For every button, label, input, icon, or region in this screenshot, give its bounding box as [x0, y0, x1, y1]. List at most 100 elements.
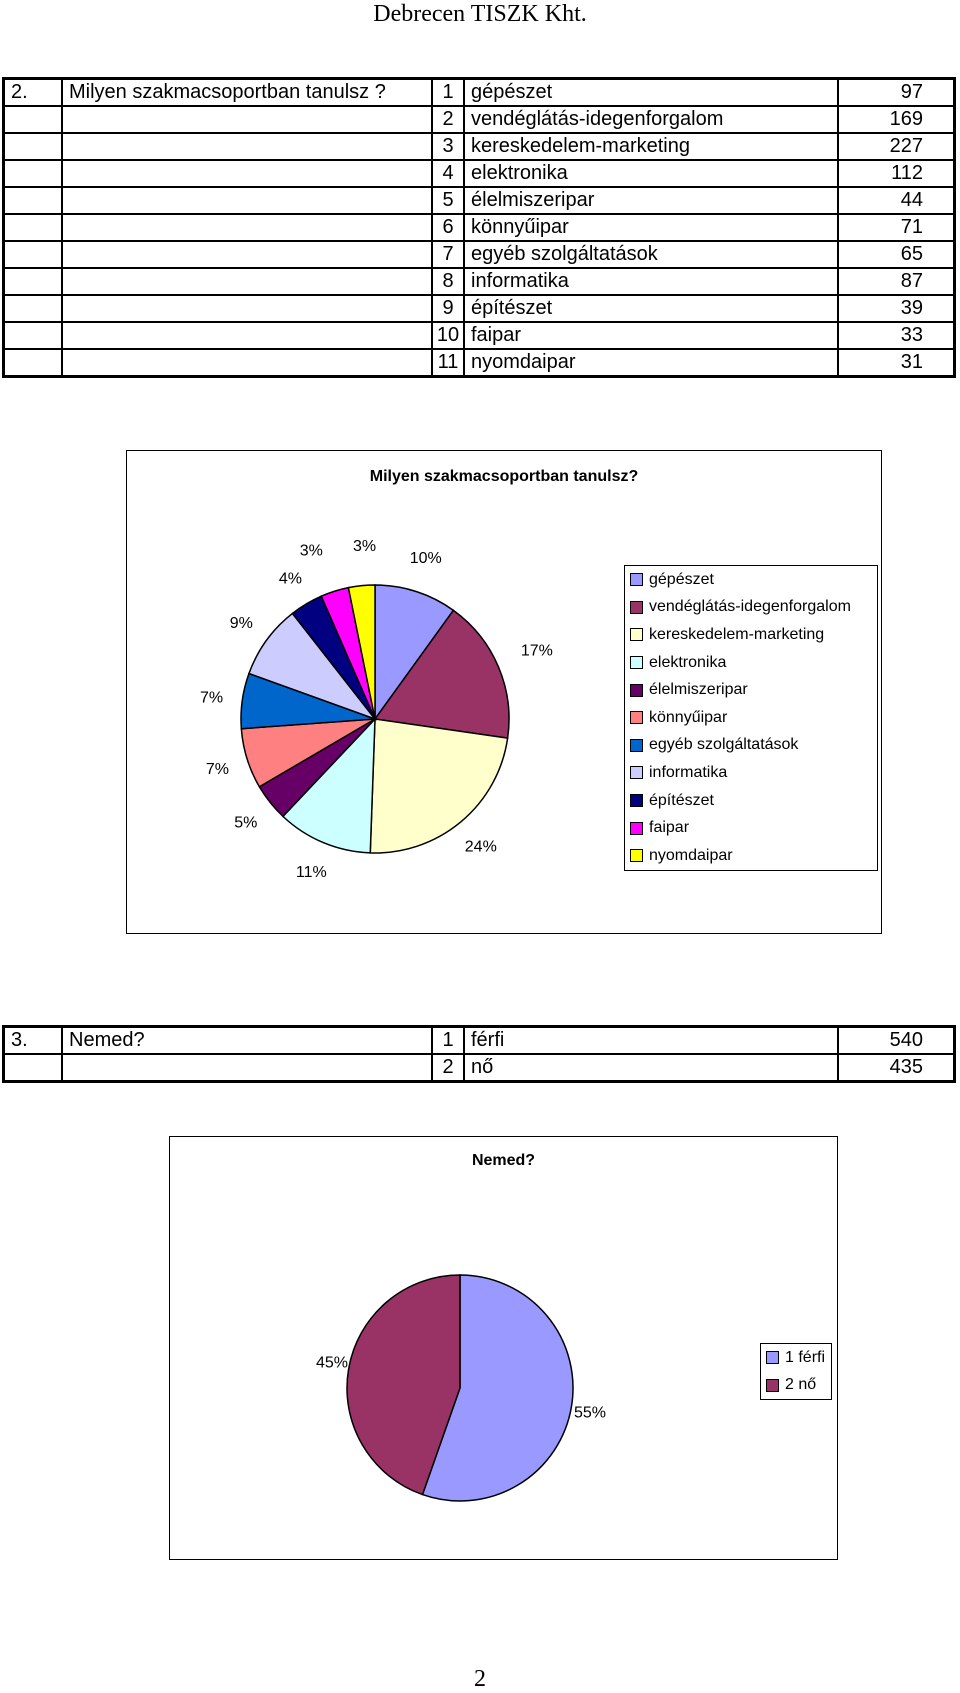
question-text	[61, 240, 433, 269]
option-number: 9	[431, 294, 465, 323]
option-number: 1	[431, 1025, 465, 1055]
data-label: 55%	[574, 1405, 606, 1422]
question-text	[61, 321, 433, 350]
legend-label: 1 férfi	[785, 1348, 826, 1366]
legend-swatch	[766, 1378, 779, 1392]
table-row: 10 faipar 33	[2, 321, 956, 350]
chart-title: Milyen szakmacsoportban tanulsz?	[369, 468, 639, 485]
legend-swatch	[630, 711, 643, 725]
chart-title: Nemed?	[471, 1152, 536, 1169]
table-row: 8 informatika 87	[2, 267, 956, 296]
legend-item: építészet	[625, 787, 877, 815]
legend-item: gépészet	[625, 566, 877, 594]
legend-swatch	[630, 738, 643, 752]
legend-swatch	[630, 766, 643, 780]
option-label: élelmiszeripar	[463, 186, 839, 215]
option-label: faipar	[463, 321, 839, 350]
option-count: 169	[837, 105, 956, 134]
question-number	[2, 294, 63, 323]
legend-item: 1 férfi	[761, 1344, 831, 1372]
pie-slice	[347, 584, 376, 720]
option-label: férfi	[463, 1025, 839, 1055]
legend-label: kereskedelem-marketing	[649, 625, 825, 643]
legend-label: könnyűipar	[649, 708, 728, 726]
option-number: 5	[431, 186, 465, 215]
question-number	[2, 1053, 63, 1083]
option-count: 97	[837, 77, 956, 107]
option-count: 87	[837, 267, 956, 296]
option-number: 6	[431, 213, 465, 242]
question-number: 2.	[2, 77, 63, 107]
question-text: Nemed?	[61, 1025, 433, 1055]
table-row: 3 kereskedelem-marketing 227	[2, 132, 956, 161]
option-number: 8	[431, 267, 465, 296]
pie-chart: 55% 45%	[316, 1274, 606, 1502]
legend-label: egyéb szolgáltatások	[649, 736, 799, 754]
legend-item: egyéb szolgáltatások	[625, 732, 877, 760]
question-text	[61, 294, 433, 323]
pie-slice	[369, 718, 509, 854]
table-row: 9 építészet 39	[2, 294, 956, 323]
option-count: 540	[837, 1025, 956, 1055]
table-row: 2 nő 435	[2, 1053, 956, 1083]
question-text	[61, 348, 433, 378]
chart-nemed: Nemed? 55% 45% 1 férfi 2 nő	[169, 1136, 838, 1560]
legend-swatch	[630, 683, 643, 697]
chart-legend: gépészet vendéglátás-idegenforgalom keresk…	[624, 565, 878, 871]
option-label: vendéglátás-idegenforgalom	[463, 105, 839, 134]
question-number	[2, 159, 63, 188]
data-label: 5%	[234, 815, 257, 832]
legend-item: elektronika	[625, 649, 877, 677]
option-count: 227	[837, 132, 956, 161]
question-text	[61, 132, 433, 161]
question-number	[2, 348, 63, 378]
option-count: 31	[837, 348, 956, 378]
chart-legend: 1 férfi 2 nő	[760, 1343, 832, 1401]
option-count: 65	[837, 240, 956, 269]
legend-label: vendéglátás-idegenforgalom	[649, 598, 851, 616]
question-text: Milyen szakmacsoportban tanulsz ?	[61, 77, 433, 107]
legend-item: nyomdaipar	[625, 842, 877, 870]
pie-chart: 10% 17% 24% 11% 5% 7% 7% 9% 4% 3% 3%	[200, 538, 553, 881]
data-label: 45%	[316, 1354, 348, 1371]
question-number	[2, 240, 63, 269]
table-row: 7 egyéb szolgáltatások 65	[2, 240, 956, 269]
legend-label: 2 nő	[785, 1376, 817, 1394]
legend-label: informatika	[649, 763, 728, 781]
legend-item: informatika	[625, 759, 877, 787]
question-number	[2, 132, 63, 161]
option-label: nő	[463, 1053, 839, 1083]
question-text	[61, 159, 433, 188]
table-row: 4 elektronika 112	[2, 159, 956, 188]
table-row: 11 nyomdaipar 31	[2, 348, 956, 378]
page-number: 2	[474, 1666, 486, 1692]
option-number: 4	[431, 159, 465, 188]
question-number	[2, 213, 63, 242]
legend-swatch	[630, 628, 643, 642]
question-number	[2, 186, 63, 215]
question-text	[61, 186, 433, 215]
question-text	[61, 213, 433, 242]
legend-label: nyomdaipar	[649, 846, 733, 864]
question-number	[2, 321, 63, 350]
table-row: 2. Milyen szakmacsoportban tanulsz ? 1 gépé…	[2, 77, 956, 107]
question-number	[2, 105, 63, 134]
table-row: 6 könnyűipar 71	[2, 213, 956, 242]
table-row: 3. Nemed? 1 férfi 540	[2, 1025, 956, 1055]
option-number: 10	[431, 321, 465, 350]
option-number: 2	[431, 105, 465, 134]
option-label: elektronika	[463, 159, 839, 188]
data-label: 17%	[521, 643, 553, 660]
data-label: 10%	[410, 550, 442, 567]
option-count: 44	[837, 186, 956, 215]
data-label: 11%	[296, 864, 327, 881]
option-number: 2	[431, 1053, 465, 1083]
legend-item: élelmiszeripar	[625, 676, 877, 704]
question-text	[61, 105, 433, 134]
option-label: informatika	[463, 267, 839, 296]
question-text	[61, 1053, 433, 1083]
option-number: 7	[431, 240, 465, 269]
option-count: 39	[837, 294, 956, 323]
data-label: 4%	[279, 570, 302, 587]
legend-swatch	[630, 656, 643, 670]
